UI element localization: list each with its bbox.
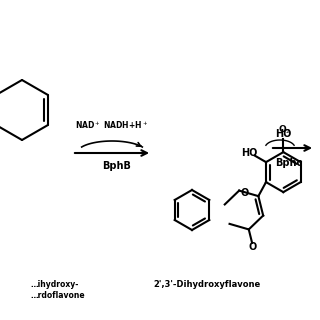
Text: O$_2$: O$_2$ bbox=[278, 124, 291, 136]
Text: …ihydroxy-: …ihydroxy- bbox=[30, 280, 78, 289]
Text: NAD$^+$ NADH+H$^+$: NAD$^+$ NADH+H$^+$ bbox=[76, 119, 148, 131]
Text: O: O bbox=[240, 188, 248, 197]
Text: HO: HO bbox=[241, 148, 258, 158]
Text: BphB: BphB bbox=[103, 161, 132, 171]
Text: Bphс: Bphс bbox=[275, 158, 302, 168]
Text: 2',3'-Dihydroxyflavone: 2',3'-Dihydroxyflavone bbox=[153, 280, 260, 289]
Text: …rdoflavone: …rdoflavone bbox=[30, 291, 84, 300]
Text: HO: HO bbox=[275, 129, 292, 139]
Text: O: O bbox=[249, 242, 257, 252]
